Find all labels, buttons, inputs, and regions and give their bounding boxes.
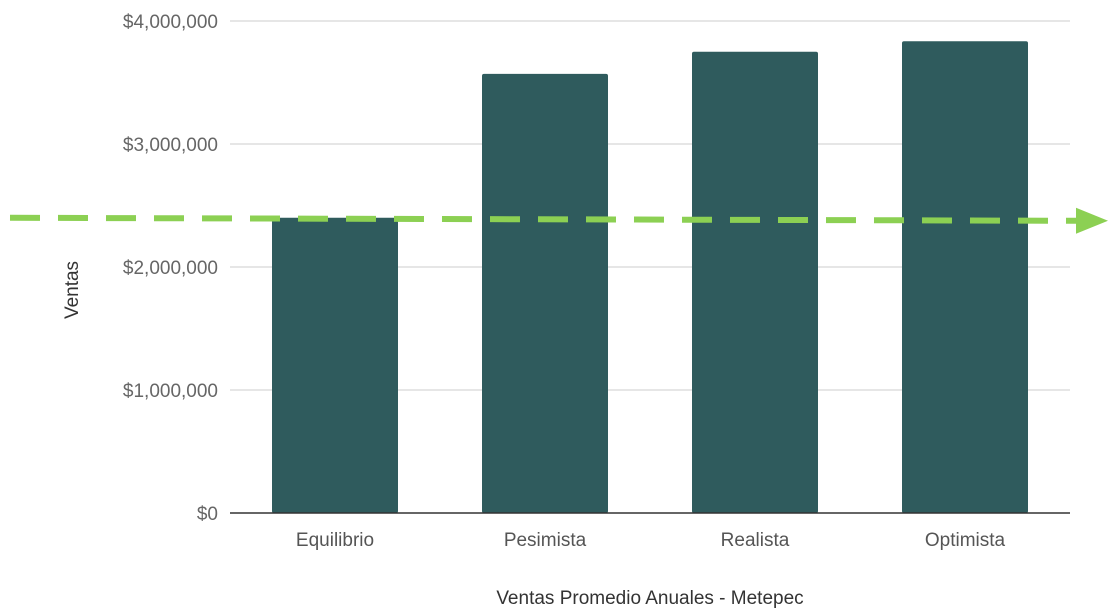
bar-realista [692,51,818,513]
bars [272,41,1028,514]
reference-dashed-line [9,214,1079,224]
y-tick-label: $3,000,000 [123,135,218,156]
x-axis-title: Ventas Promedio Anuales - Metepec [496,588,803,608]
x-tick-label: Equilibrio [296,530,374,551]
bar-equilibrio [272,217,398,514]
x-tick-label: Optimista [925,530,1006,551]
bar-pesimista [482,73,608,513]
reference-line-arrow [9,207,1108,234]
x-tick-label: Realista [721,530,790,551]
y-axis-title: Ventas [62,261,83,319]
y-tick-label: $2,000,000 [123,258,218,279]
y-tick-label: $4,000,000 [123,12,218,33]
bar-optimista [902,41,1028,514]
y-tick-label: $1,000,000 [123,381,218,402]
y-axis-tick-labels: $0 $1,000,000 $2,000,000 $3,000,000 $4,000,0… [123,12,218,525]
x-axis-tick-labels: Equilibrio Pesimista Realista Optimista [296,530,1006,551]
y-tick-label: $0 [197,504,218,525]
x-tick-label: Pesimista [504,530,587,551]
arrow-head-icon [1076,207,1108,234]
